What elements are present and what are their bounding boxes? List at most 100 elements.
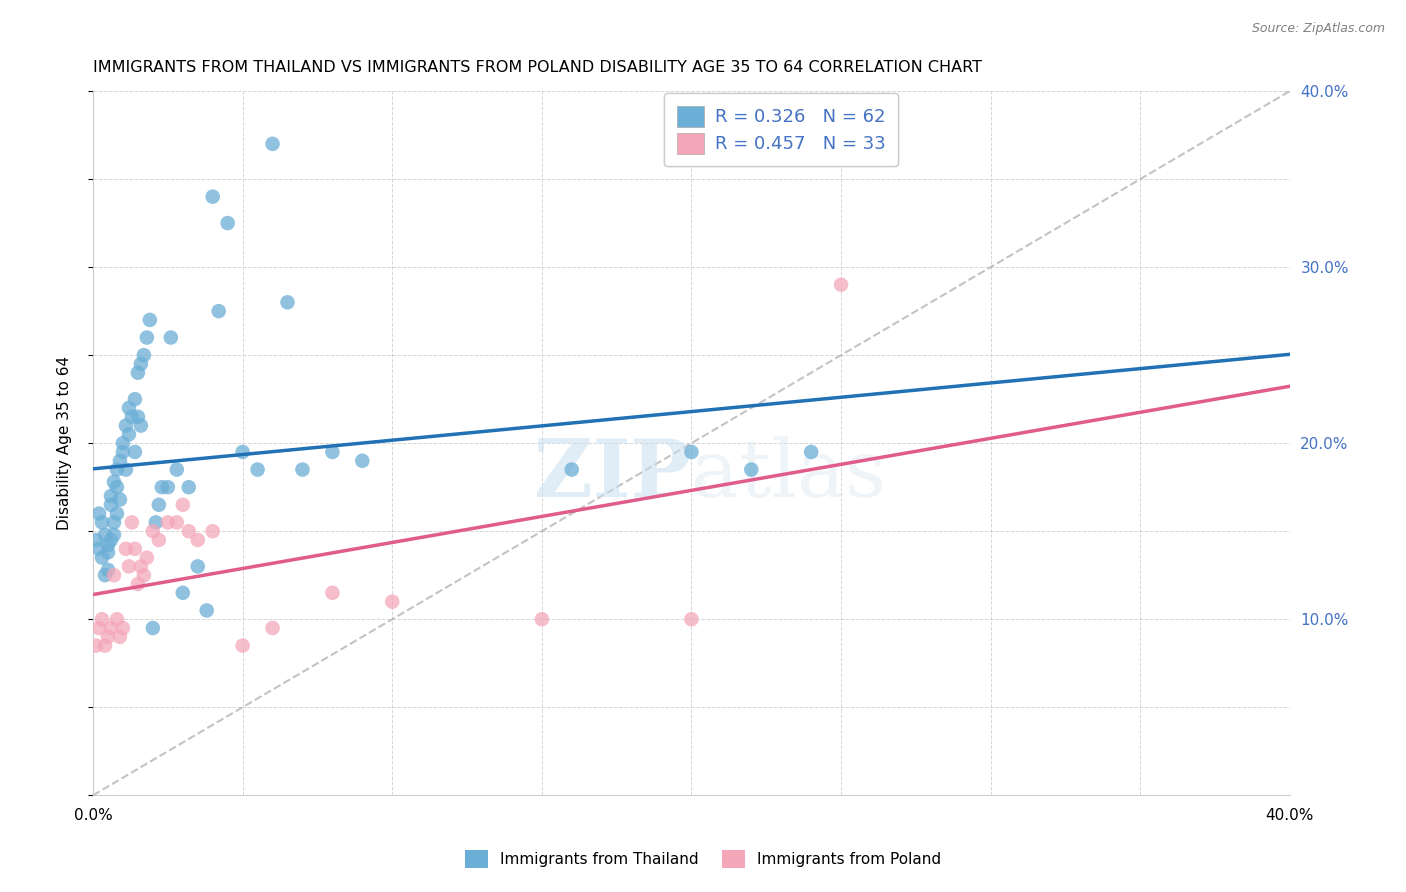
Point [156, 516, 179, 530]
Point [321, 445, 343, 459]
Point [172, 586, 194, 600]
Point [262, 136, 284, 151]
Point [108, 492, 131, 507]
Point [132, 348, 155, 362]
Point [100, 489, 122, 503]
Point [381, 594, 404, 608]
Point [124, 392, 146, 406]
Point [135, 330, 157, 344]
Point [127, 366, 149, 380]
Point [100, 533, 122, 547]
Point [105, 480, 128, 494]
Point [100, 621, 122, 635]
Point [150, 480, 173, 494]
Point [115, 541, 138, 556]
Point [118, 401, 141, 415]
Text: Source: ZipAtlas.com: Source: ZipAtlas.com [1251, 22, 1385, 36]
Point [103, 516, 125, 530]
Point [681, 612, 703, 626]
Point [84, 533, 107, 547]
Y-axis label: Disability Age 35 to 64: Disability Age 35 to 64 [58, 356, 72, 530]
Text: IMMIGRANTS FROM THAILAND VS IMMIGRANTS FROM POLAND DISABILITY AGE 35 TO 64 CORRE: IMMIGRANTS FROM THAILAND VS IMMIGRANTS F… [93, 60, 981, 75]
Point [108, 630, 131, 644]
Point [100, 498, 122, 512]
Point [87, 621, 110, 635]
Point [561, 462, 583, 476]
Point [94, 527, 117, 541]
Point [87, 541, 110, 556]
Point [103, 568, 125, 582]
Point [201, 524, 224, 539]
Point [84, 639, 107, 653]
Point [246, 462, 269, 476]
Point [208, 304, 231, 318]
Point [148, 498, 170, 512]
Point [115, 418, 138, 433]
Point [91, 550, 114, 565]
Point [262, 621, 284, 635]
Point [129, 357, 152, 371]
Point [87, 507, 110, 521]
Point [124, 541, 146, 556]
Point [139, 313, 162, 327]
Point [105, 507, 128, 521]
Point [156, 480, 179, 494]
Point [232, 445, 254, 459]
Point [187, 533, 209, 547]
Legend: Immigrants from Thailand, Immigrants from Poland: Immigrants from Thailand, Immigrants fro… [456, 841, 950, 877]
Point [111, 621, 134, 635]
Legend: R = 0.326   N = 62, R = 0.457   N = 33: R = 0.326 N = 62, R = 0.457 N = 33 [664, 93, 898, 166]
Point [105, 612, 128, 626]
Point [132, 568, 155, 582]
Point [121, 409, 143, 424]
Point [118, 559, 141, 574]
Point [108, 454, 131, 468]
Point [97, 563, 120, 577]
Point [232, 639, 254, 653]
Point [800, 445, 823, 459]
Point [276, 295, 298, 310]
Point [830, 277, 852, 292]
Point [115, 462, 138, 476]
Point [111, 436, 134, 450]
Point [97, 630, 120, 644]
Point [142, 524, 165, 539]
Point [103, 475, 125, 489]
Point [352, 454, 374, 468]
Point [166, 516, 188, 530]
Point [135, 550, 157, 565]
Point [291, 462, 314, 476]
Point [217, 216, 239, 230]
Point [145, 516, 167, 530]
Text: atlas: atlas [692, 436, 887, 514]
Point [91, 516, 114, 530]
Point [530, 612, 553, 626]
Point [148, 533, 170, 547]
Point [321, 586, 343, 600]
Point [127, 577, 149, 591]
Point [195, 603, 218, 617]
Point [129, 418, 152, 433]
Point [103, 527, 125, 541]
Point [201, 189, 224, 203]
Point [94, 568, 117, 582]
Point [142, 621, 165, 635]
Point [129, 559, 152, 574]
Point [97, 545, 120, 559]
Point [740, 462, 762, 476]
Text: ZIP: ZIP [534, 436, 692, 514]
Point [124, 445, 146, 459]
Point [97, 538, 120, 552]
Point [159, 330, 181, 344]
Point [121, 516, 143, 530]
Point [91, 612, 114, 626]
Point [681, 445, 703, 459]
Point [177, 480, 200, 494]
Point [172, 498, 194, 512]
Point [127, 409, 149, 424]
Point [94, 639, 117, 653]
Point [111, 445, 134, 459]
Point [166, 462, 188, 476]
Point [118, 427, 141, 442]
Point [105, 462, 128, 476]
